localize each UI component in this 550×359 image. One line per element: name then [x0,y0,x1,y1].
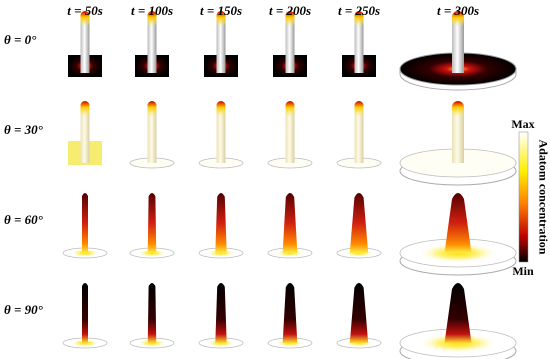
pillar-tip [285,11,295,27]
pillar [285,103,295,163]
pillar-tip [354,101,364,117]
colorbar-max: Max [511,117,534,131]
pillar [216,13,226,73]
pillar [444,283,472,343]
pillar [215,283,227,343]
pillar [80,103,90,163]
pillar [147,193,157,253]
simulation-grid [62,11,517,359]
pillar [282,283,298,343]
pillar [282,193,298,253]
pillar [147,103,157,163]
column-header: t = 100s [131,3,173,18]
pillar-tip [80,11,90,27]
row-label: θ = 0° [4,32,37,47]
pillar-tip [216,101,226,117]
colorbar-label: Adatom concentration [536,140,550,255]
pillar-tip [147,11,157,27]
row-label: θ = 60° [4,212,44,227]
pillar [354,13,364,73]
colorbar [518,131,529,263]
pillar-tip [147,101,157,117]
pillar [452,103,464,163]
pillar [349,193,369,253]
pillar [349,283,369,343]
pillar [285,13,295,73]
column-header: t = 300s [437,3,479,18]
pillar [216,103,226,163]
pillar [444,193,472,253]
colorbar-min: Min [512,264,534,278]
pillar [147,13,157,73]
column-header: t = 200s [269,3,311,18]
pillar-tip [285,101,295,117]
pillar [82,193,88,253]
column-header: t = 50s [67,3,103,18]
pillar [215,193,227,253]
pillar [452,13,464,73]
pillar-tip [354,11,364,27]
pillar [147,283,157,343]
column-header: t = 150s [200,3,242,18]
pillar [354,103,364,163]
pillar-tip [80,101,90,117]
substrate-edge [399,69,517,91]
column-header: t = 250s [338,3,380,18]
pillar [80,13,90,73]
pillar-tip [452,101,464,117]
pillar [82,283,88,343]
pillar-tip [216,11,226,27]
pillar-tip [452,11,464,27]
row-label: θ = 30° [4,122,44,137]
row-label: θ = 90° [4,302,44,317]
